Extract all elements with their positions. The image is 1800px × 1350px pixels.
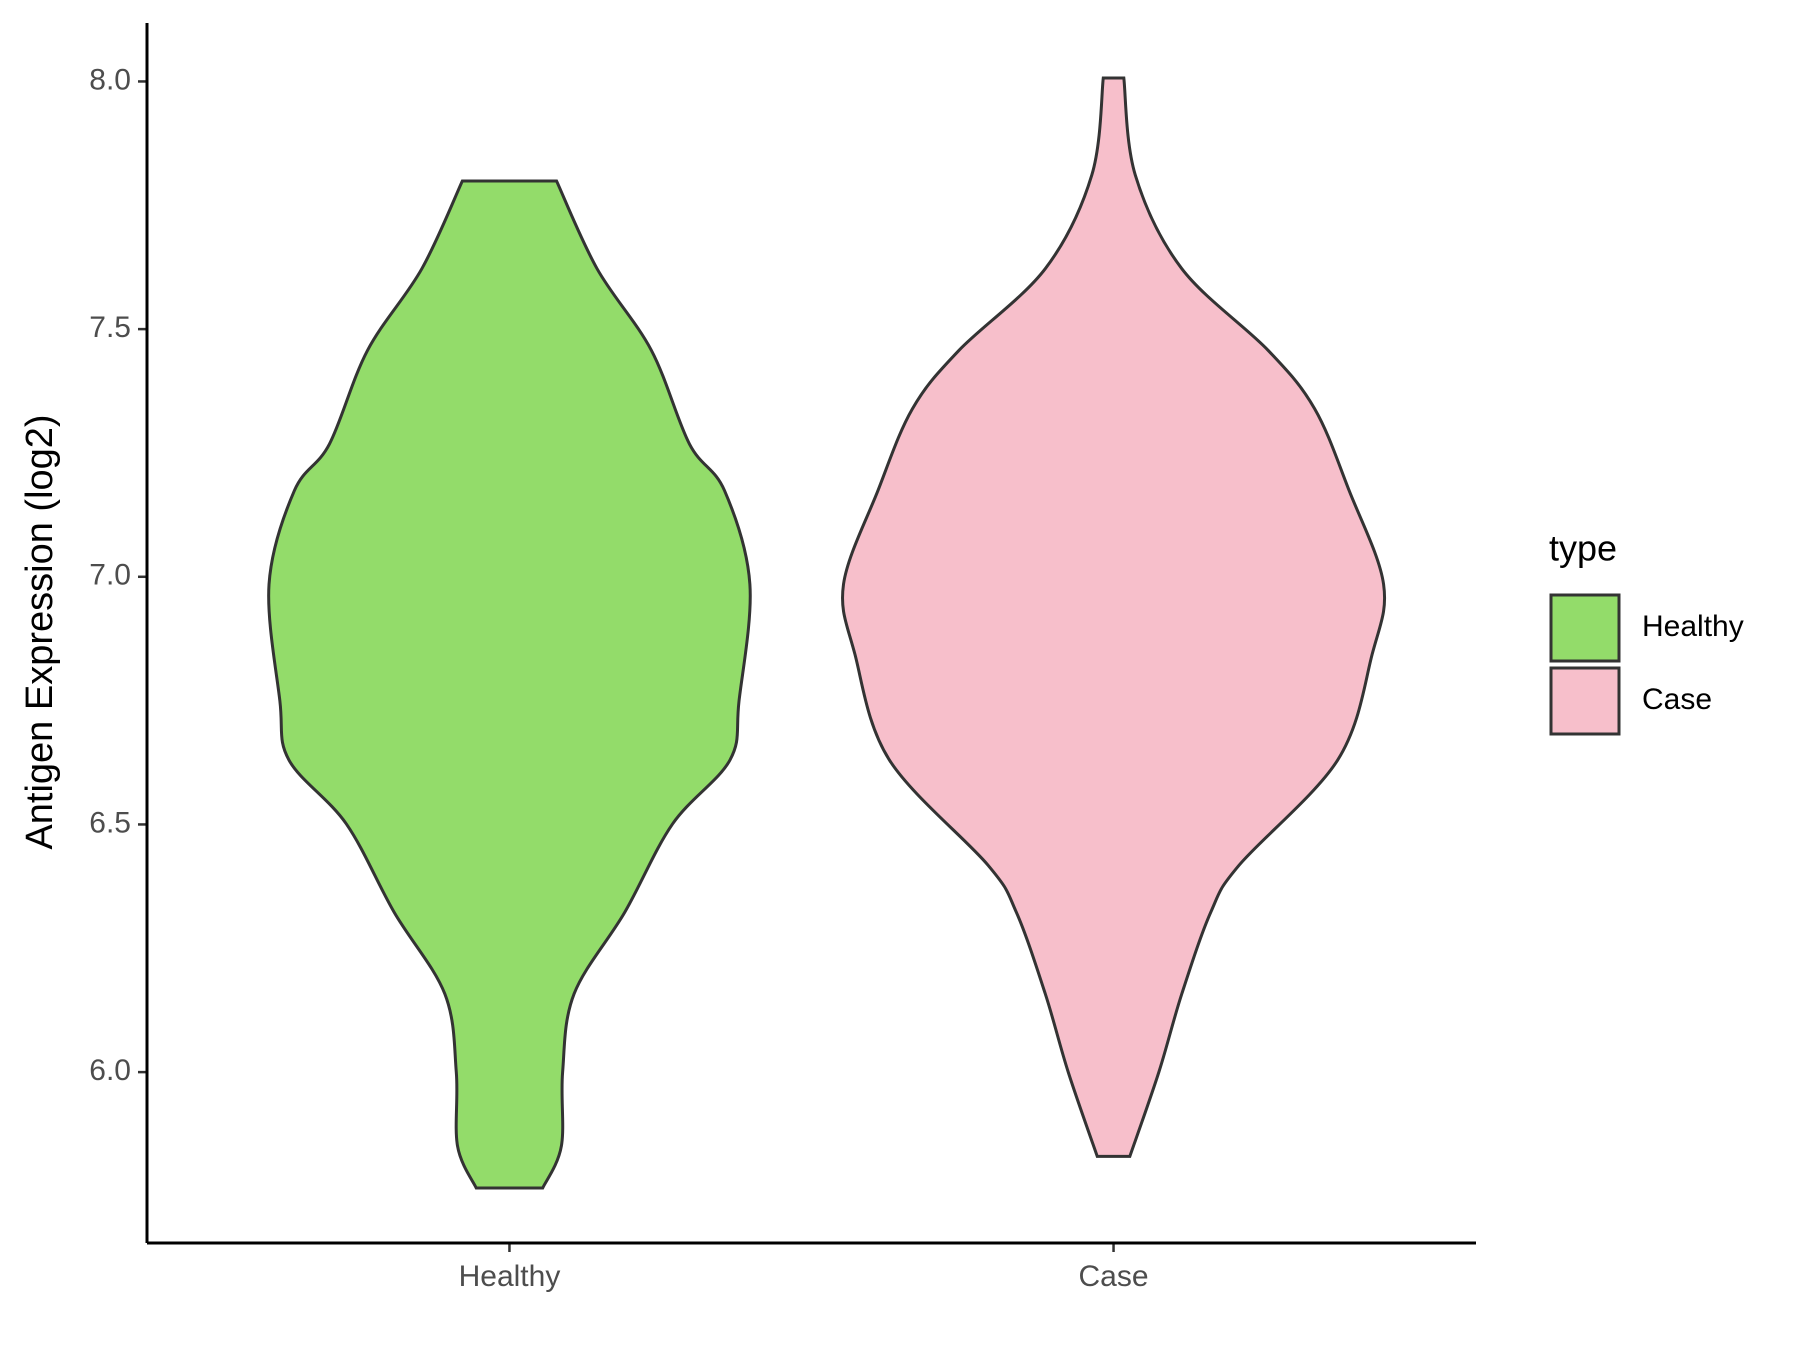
y-tick-label: 6.0 xyxy=(89,1054,131,1087)
legend-label: Case xyxy=(1642,683,1712,716)
legend-label: Healthy xyxy=(1642,610,1744,643)
legend-key xyxy=(1549,593,1621,663)
legend-title: type xyxy=(1549,528,1617,569)
y-axis-label: Antigen Expression (log2) xyxy=(19,414,61,849)
y-tick-label: 6.5 xyxy=(89,806,131,839)
violin xyxy=(267,179,752,1190)
y-tick-label: 7.0 xyxy=(89,559,131,592)
violin xyxy=(841,76,1387,1158)
x-tick-label: Healthy xyxy=(459,1260,561,1293)
x-tick-label: Case xyxy=(1079,1260,1149,1293)
legend-key xyxy=(1549,666,1621,736)
y-tick-label: 8.0 xyxy=(89,63,131,96)
y-tick-label: 7.5 xyxy=(89,311,131,344)
